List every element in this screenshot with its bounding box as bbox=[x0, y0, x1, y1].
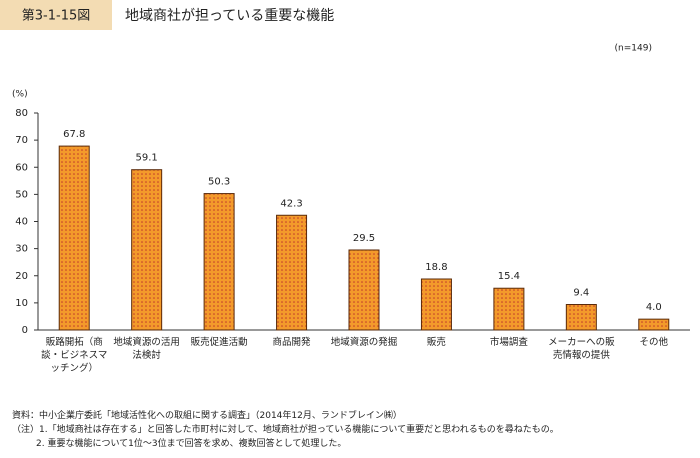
bar bbox=[420, 278, 452, 331]
bar bbox=[565, 304, 597, 331]
bar bbox=[203, 193, 235, 331]
value-label: 9.4 bbox=[573, 288, 589, 299]
value-label: 15.4 bbox=[498, 271, 520, 282]
x-tick-label: 市場調査 bbox=[489, 337, 528, 348]
value-label: 67.8 bbox=[63, 129, 85, 140]
subtitle: (n=149) bbox=[615, 44, 652, 54]
y-tick-label: 60 bbox=[15, 162, 28, 173]
x-tick-label: 販売 bbox=[426, 337, 446, 348]
note: 2. 重要な機能について1位～3位まで回答を求め、複数回答として処理した。 bbox=[36, 439, 347, 449]
bar bbox=[638, 318, 670, 331]
y-tick-label: 40 bbox=[15, 217, 28, 228]
note: （注）1.「地域商社は存在する」と回答した市町村に対して、地域商社が担っている機… bbox=[12, 425, 559, 435]
x-tick-label: その他 bbox=[639, 337, 669, 348]
note: 資料：中小企業庁委託「地域活性化への取組に関する調査」（2014年12月、ランド… bbox=[12, 411, 402, 421]
y-axis-label: (%) bbox=[12, 90, 28, 100]
value-label: 4.0 bbox=[646, 302, 662, 313]
y-tick-label: 30 bbox=[15, 244, 28, 255]
y-tick-label: 0 bbox=[22, 325, 28, 336]
x-tick-label: 販路開拓（商談・ビジネスマッチング） bbox=[41, 337, 108, 374]
x-tick-label: メーカーへの販売情報の提供 bbox=[548, 337, 615, 361]
bar bbox=[131, 169, 163, 331]
x-tick-label: 販売促進活動 bbox=[190, 337, 248, 348]
value-label: 50.3 bbox=[208, 177, 230, 188]
bar bbox=[348, 249, 380, 331]
x-tick-label: 商品開発 bbox=[272, 337, 311, 348]
y-tick-label: 50 bbox=[15, 189, 28, 200]
value-label: 29.5 bbox=[353, 233, 375, 244]
value-label: 59.1 bbox=[136, 153, 158, 164]
bar bbox=[276, 214, 308, 331]
bar bbox=[493, 287, 525, 331]
value-label: 18.8 bbox=[425, 262, 447, 273]
y-tick-label: 70 bbox=[15, 135, 28, 146]
chart-title: 地域商社が担っている重要な機能 bbox=[125, 8, 334, 24]
x-tick-label: 地域資源の発掘 bbox=[330, 337, 398, 348]
label-box bbox=[0, 0, 112, 30]
bar bbox=[58, 145, 90, 331]
y-tick-label: 20 bbox=[15, 271, 28, 282]
figure-label: 第3-1-15図 bbox=[22, 9, 90, 24]
x-tick-label: 地域資源の活用法検討 bbox=[113, 337, 180, 361]
y-tick-label: 10 bbox=[15, 298, 28, 309]
y-tick-label: 80 bbox=[15, 108, 28, 119]
value-label: 42.3 bbox=[280, 198, 302, 209]
